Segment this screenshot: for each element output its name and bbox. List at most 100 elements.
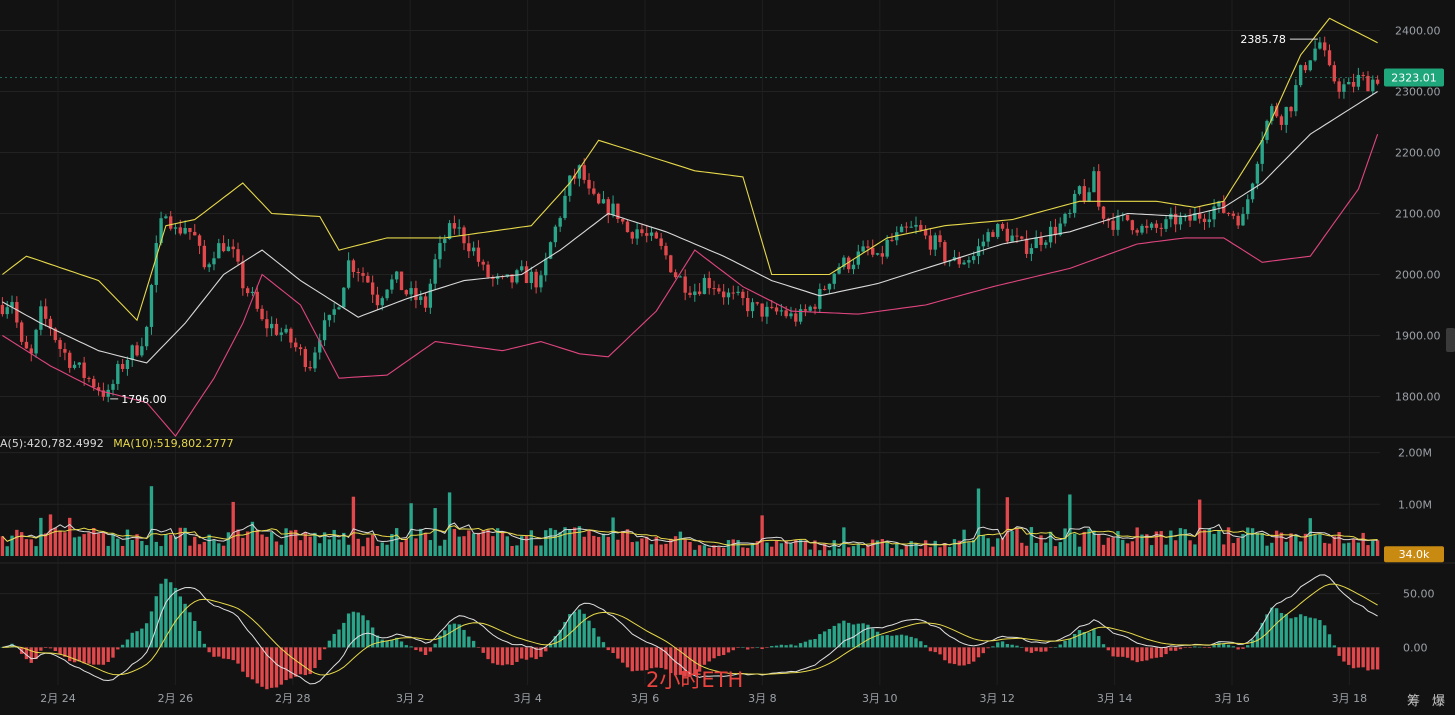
volume-bar xyxy=(510,546,514,556)
macd-histogram-bar xyxy=(1082,632,1086,648)
candle-body xyxy=(856,251,860,265)
macd-histogram-bar xyxy=(702,647,707,665)
candle-body xyxy=(1053,226,1058,236)
candle-body xyxy=(260,308,264,320)
volume-bar xyxy=(130,539,134,556)
volume-ma10-value: MA(10):519,802.2777 xyxy=(113,437,234,450)
macd-histogram-bar xyxy=(856,623,860,648)
macd-histogram-bar xyxy=(217,647,221,657)
volume-bar xyxy=(1337,532,1341,556)
macd-histogram-bar xyxy=(1149,647,1154,659)
volume-bar xyxy=(1294,534,1298,556)
candle-body xyxy=(1164,219,1168,229)
macd-histogram-bar xyxy=(683,647,687,677)
macd-histogram-bar xyxy=(1347,647,1351,665)
candle-body xyxy=(818,288,822,309)
macd-histogram-bar xyxy=(452,623,457,648)
candle-body xyxy=(726,292,731,298)
candle-body xyxy=(1327,50,1332,66)
volume-bar xyxy=(135,534,139,556)
macd-histogram-bar xyxy=(770,646,774,648)
candle-body xyxy=(582,165,586,180)
candle-body xyxy=(515,270,519,283)
volume-bar xyxy=(890,547,894,556)
volume-bar xyxy=(120,545,125,556)
candle-body xyxy=(1063,213,1067,224)
liquidation-button[interactable]: 爆 xyxy=(1432,694,1446,709)
macd-histogram-bar xyxy=(68,647,72,662)
macd-histogram-bar xyxy=(1116,647,1120,657)
macd-histogram-bar xyxy=(1351,647,1356,669)
candle-body xyxy=(279,332,283,335)
volume-bar xyxy=(15,529,19,556)
scroll-handle[interactable] xyxy=(1446,328,1455,352)
macd-histogram-bar xyxy=(798,643,803,648)
candle-body xyxy=(712,288,716,290)
macd-histogram-bar xyxy=(284,647,288,681)
date-tick-label: 2月 24 xyxy=(40,692,76,705)
volume-bar xyxy=(822,543,827,556)
macd-histogram-bar xyxy=(1217,642,1221,648)
volume-bar xyxy=(616,539,620,556)
candle-body xyxy=(1130,220,1135,231)
macd-histogram-bar xyxy=(1366,647,1370,671)
macd-histogram-bar xyxy=(101,647,106,665)
volume-bar xyxy=(58,530,62,556)
candle-body xyxy=(1149,223,1154,228)
volume-bar xyxy=(1044,542,1048,556)
candle-body xyxy=(419,296,423,301)
volume-bar xyxy=(342,532,346,556)
macd-histogram-bar xyxy=(755,647,759,648)
volume-bar xyxy=(702,545,707,556)
macd-histogram-bar xyxy=(899,634,904,648)
candle-body xyxy=(226,246,231,252)
candle-body xyxy=(294,342,298,348)
candle-body xyxy=(991,232,995,237)
volume-bar xyxy=(1111,537,1115,556)
chips-button[interactable]: 筹 xyxy=(1407,694,1421,709)
volume-bar xyxy=(649,544,654,556)
candle-body xyxy=(308,367,312,369)
low-price-label: 1796.00 xyxy=(121,393,167,406)
macd-histogram-bar xyxy=(818,634,822,648)
volume-bar xyxy=(265,536,269,556)
candle-body xyxy=(1072,193,1077,213)
candle-body xyxy=(707,277,711,289)
volume-bar xyxy=(125,529,130,556)
macd-histogram-bar xyxy=(486,647,490,660)
macd-histogram-bar xyxy=(178,596,182,648)
candle-body xyxy=(880,253,885,257)
macd-histogram-bar xyxy=(476,647,481,648)
candle-body xyxy=(996,224,1000,237)
macd-histogram-bar xyxy=(563,622,567,648)
volume-bar xyxy=(414,538,418,556)
volume-bar xyxy=(495,528,500,556)
macd-histogram-bar xyxy=(659,647,663,668)
macd-histogram-bar xyxy=(1029,647,1034,653)
volume-bar xyxy=(827,550,832,556)
macd-histogram-bar xyxy=(1241,647,1245,649)
candle-body xyxy=(1351,81,1356,87)
volume-bar xyxy=(1106,537,1111,556)
macd-histogram-bar xyxy=(1020,647,1024,648)
candle-body xyxy=(375,294,380,306)
volume-bar xyxy=(832,540,836,556)
volume-bar xyxy=(558,532,562,556)
volume-bar xyxy=(779,543,784,556)
macd-histogram-bar xyxy=(779,644,784,648)
candle-body xyxy=(423,296,428,308)
macd-histogram-bar xyxy=(871,628,875,648)
volume-bar xyxy=(577,526,582,556)
volume-bar xyxy=(678,531,683,556)
candle-body xyxy=(245,288,250,294)
volume-bar xyxy=(548,528,553,556)
macd-histogram-bar xyxy=(39,647,43,651)
macd-histogram-bar xyxy=(1173,647,1178,651)
volume-bar xyxy=(1342,543,1346,556)
volume-bar xyxy=(1063,528,1067,556)
volume-bar xyxy=(77,536,82,556)
volume-ma5-value: A(5):420,782.4992 xyxy=(0,437,104,450)
candle-body xyxy=(1303,65,1308,71)
macd-histogram-bar xyxy=(332,633,336,648)
candle-body xyxy=(53,328,57,341)
